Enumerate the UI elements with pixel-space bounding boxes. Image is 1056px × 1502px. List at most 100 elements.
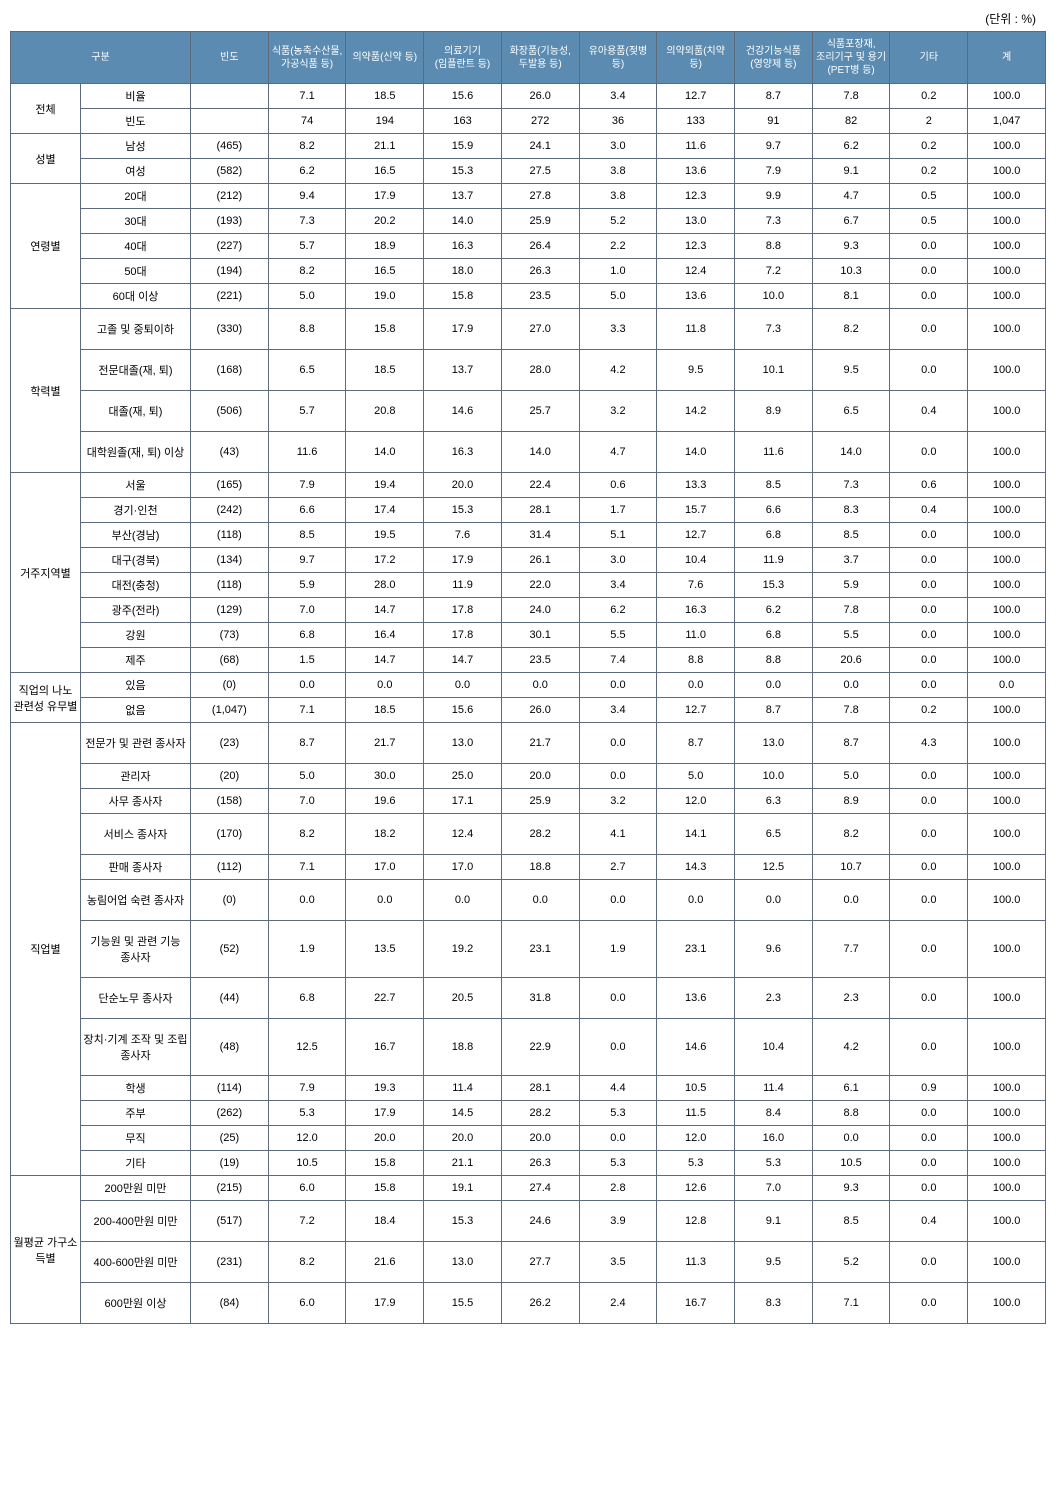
col-header: 식품포장재, 조리기구 및 용기(PET병 등) (812, 32, 890, 84)
cell: 6.6 (735, 498, 813, 523)
cell: 8.2 (268, 814, 346, 855)
cell: 8.7 (268, 723, 346, 764)
cell: 사무 종사자 (81, 789, 191, 814)
cell: 7.2 (268, 1201, 346, 1242)
cell: 0.0 (890, 814, 968, 855)
cell: 3.4 (579, 573, 657, 598)
cell: 13.7 (424, 184, 502, 209)
cell: 6.2 (579, 598, 657, 623)
cell: 14.0 (501, 432, 579, 473)
cell: 8.9 (812, 789, 890, 814)
cell: 11.6 (268, 432, 346, 473)
cell: 27.5 (501, 159, 579, 184)
cell: 13.0 (424, 1242, 502, 1283)
cell: 4.1 (579, 814, 657, 855)
cell: 0.0 (579, 764, 657, 789)
cell: 8.8 (735, 234, 813, 259)
cell: 7.8 (812, 84, 890, 109)
cell: 27.4 (501, 1176, 579, 1201)
cell: 9.1 (812, 159, 890, 184)
cell: 28.2 (501, 814, 579, 855)
cell: 19.1 (424, 1176, 502, 1201)
cell: 12.4 (424, 814, 502, 855)
cell: 7.8 (812, 698, 890, 723)
table-header: 구분빈도식품(농축수산물,가공식품 등)의약품(신약 등)의료기기(임플란트 등… (11, 32, 1046, 84)
cell: 14.1 (657, 814, 735, 855)
group-label: 직업의 나노 관련성 유무별 (11, 673, 81, 723)
cell: 24.6 (501, 1201, 579, 1242)
cell: 14.7 (346, 648, 424, 673)
cell: (0) (191, 673, 269, 698)
cell: 0.6 (890, 473, 968, 498)
cell: 10.5 (657, 1076, 735, 1101)
cell: 133 (657, 109, 735, 134)
cell: 22.7 (346, 978, 424, 1019)
cell: 없음 (81, 698, 191, 723)
cell: 28.1 (501, 498, 579, 523)
cell: 6.2 (812, 134, 890, 159)
col-header: 건강기능식품(영양제 등) (735, 32, 813, 84)
cell: 0.0 (579, 880, 657, 921)
cell: 2.4 (579, 1283, 657, 1324)
cell: 8.5 (735, 473, 813, 498)
cell: 서비스 종사자 (81, 814, 191, 855)
cell (191, 109, 269, 134)
cell: 3.2 (579, 391, 657, 432)
cell: 13.6 (657, 978, 735, 1019)
cell: 0.0 (890, 648, 968, 673)
cell: 3.0 (579, 134, 657, 159)
cell: 100.0 (968, 284, 1046, 309)
cell: 8.3 (735, 1283, 813, 1324)
cell: 17.9 (346, 184, 424, 209)
cell: 11.4 (735, 1076, 813, 1101)
cell: 74 (268, 109, 346, 134)
cell: 14.0 (424, 209, 502, 234)
cell: 9.5 (735, 1242, 813, 1283)
cell: 4.2 (579, 350, 657, 391)
cell: 28.2 (501, 1101, 579, 1126)
cell: (165) (191, 473, 269, 498)
cell: (43) (191, 432, 269, 473)
cell: 6.7 (812, 209, 890, 234)
cell: 3.8 (579, 184, 657, 209)
cell: 6.3 (735, 789, 813, 814)
cell: (73) (191, 623, 269, 648)
cell: 22.4 (501, 473, 579, 498)
cell: 15.8 (346, 1151, 424, 1176)
cell: 0.9 (890, 1076, 968, 1101)
cell: 3.9 (579, 1201, 657, 1242)
cell: 19.0 (346, 284, 424, 309)
cell: 8.8 (657, 648, 735, 673)
cell: 17.9 (424, 309, 502, 350)
cell: 100.0 (968, 723, 1046, 764)
cell: 15.3 (735, 573, 813, 598)
cell: 강원 (81, 623, 191, 648)
cell: 15.6 (424, 698, 502, 723)
cell: 13.0 (735, 723, 813, 764)
cell: 6.2 (268, 159, 346, 184)
cell: 8.9 (735, 391, 813, 432)
cell: 3.8 (579, 159, 657, 184)
cell: 17.0 (346, 855, 424, 880)
cell: 23.5 (501, 284, 579, 309)
cell: 학생 (81, 1076, 191, 1101)
cell: 8.2 (268, 259, 346, 284)
cell: 10.5 (268, 1151, 346, 1176)
data-table: 구분빈도식품(농축수산물,가공식품 등)의약품(신약 등)의료기기(임플란트 등… (10, 31, 1046, 1324)
cell: (221) (191, 284, 269, 309)
cell: 5.3 (657, 1151, 735, 1176)
cell: 5.7 (268, 391, 346, 432)
cell: 8.5 (812, 523, 890, 548)
cell: (168) (191, 350, 269, 391)
cell: 12.7 (657, 523, 735, 548)
group-label: 학력별 (11, 309, 81, 473)
cell: 5.0 (268, 764, 346, 789)
group-label: 월평균 가구소득별 (11, 1176, 81, 1324)
cell: (262) (191, 1101, 269, 1126)
cell: 8.5 (268, 523, 346, 548)
cell: 100.0 (968, 623, 1046, 648)
cell: 6.0 (268, 1283, 346, 1324)
cell: 0.0 (501, 673, 579, 698)
cell: 11.4 (424, 1076, 502, 1101)
cell: 0.0 (268, 880, 346, 921)
